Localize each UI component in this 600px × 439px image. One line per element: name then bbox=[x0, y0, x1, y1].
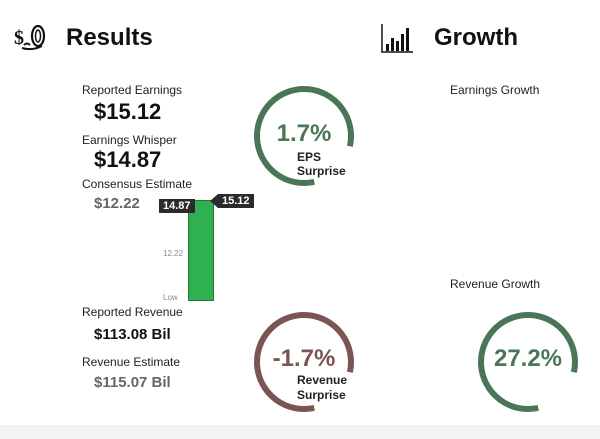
money-bag-icon: $ bbox=[14, 22, 46, 52]
revenue-growth-gauge bbox=[476, 310, 580, 414]
eps-surprise-caption-line1: EPS bbox=[297, 150, 322, 164]
reported-earnings-label: Reported Earnings bbox=[82, 83, 183, 97]
consensus-tick-label: 12.22 bbox=[163, 249, 184, 258]
whisper-tag: 14.87 bbox=[159, 199, 195, 213]
earnings-whisper-label: Earnings Whisper bbox=[82, 133, 177, 147]
svg-text:$: $ bbox=[14, 27, 24, 49]
revenue-surprise-caption-line2: Surprise bbox=[297, 388, 346, 402]
reported-revenue-value: $113.08 Bil bbox=[94, 326, 171, 343]
revenue-growth-label: Revenue Growth bbox=[450, 277, 541, 291]
revenue-surprise-caption-line1: Revenue bbox=[297, 373, 348, 387]
revenue-estimate-label: Revenue Estimate bbox=[82, 355, 181, 369]
revenue-growth-value: 27.2% bbox=[493, 345, 563, 372]
consensus-estimate-value: $12.22 bbox=[94, 195, 140, 212]
eps-surprise-caption-line2: Surprise bbox=[297, 164, 346, 178]
revenue-surprise-gauge bbox=[252, 310, 356, 414]
reported-tag: 15.12 bbox=[218, 194, 254, 208]
earnings-bar bbox=[188, 200, 214, 301]
eps-surprise-gauge bbox=[252, 84, 356, 188]
low-tick-label: Low bbox=[163, 293, 178, 302]
bottom-divider bbox=[0, 425, 600, 439]
consensus-estimate-label: Consensus Estimate bbox=[82, 177, 193, 191]
growth-title: Growth bbox=[434, 24, 518, 51]
eps-surprise-value: 1.7% bbox=[276, 120, 332, 147]
revenue-estimate-value: $115.07 Bil bbox=[94, 374, 171, 391]
revenue-surprise-value: -1.7% bbox=[272, 345, 336, 372]
earnings-whisper-value: $14.87 bbox=[94, 147, 162, 172]
reported-revenue-label: Reported Revenue bbox=[82, 305, 183, 319]
reported-earnings-value: $15.12 bbox=[94, 99, 162, 124]
results-title: Results bbox=[66, 24, 153, 51]
earnings-growth-label: Earnings Growth bbox=[450, 83, 540, 97]
reported-tag-pointer bbox=[210, 194, 218, 208]
bar-chart-icon bbox=[380, 22, 414, 54]
